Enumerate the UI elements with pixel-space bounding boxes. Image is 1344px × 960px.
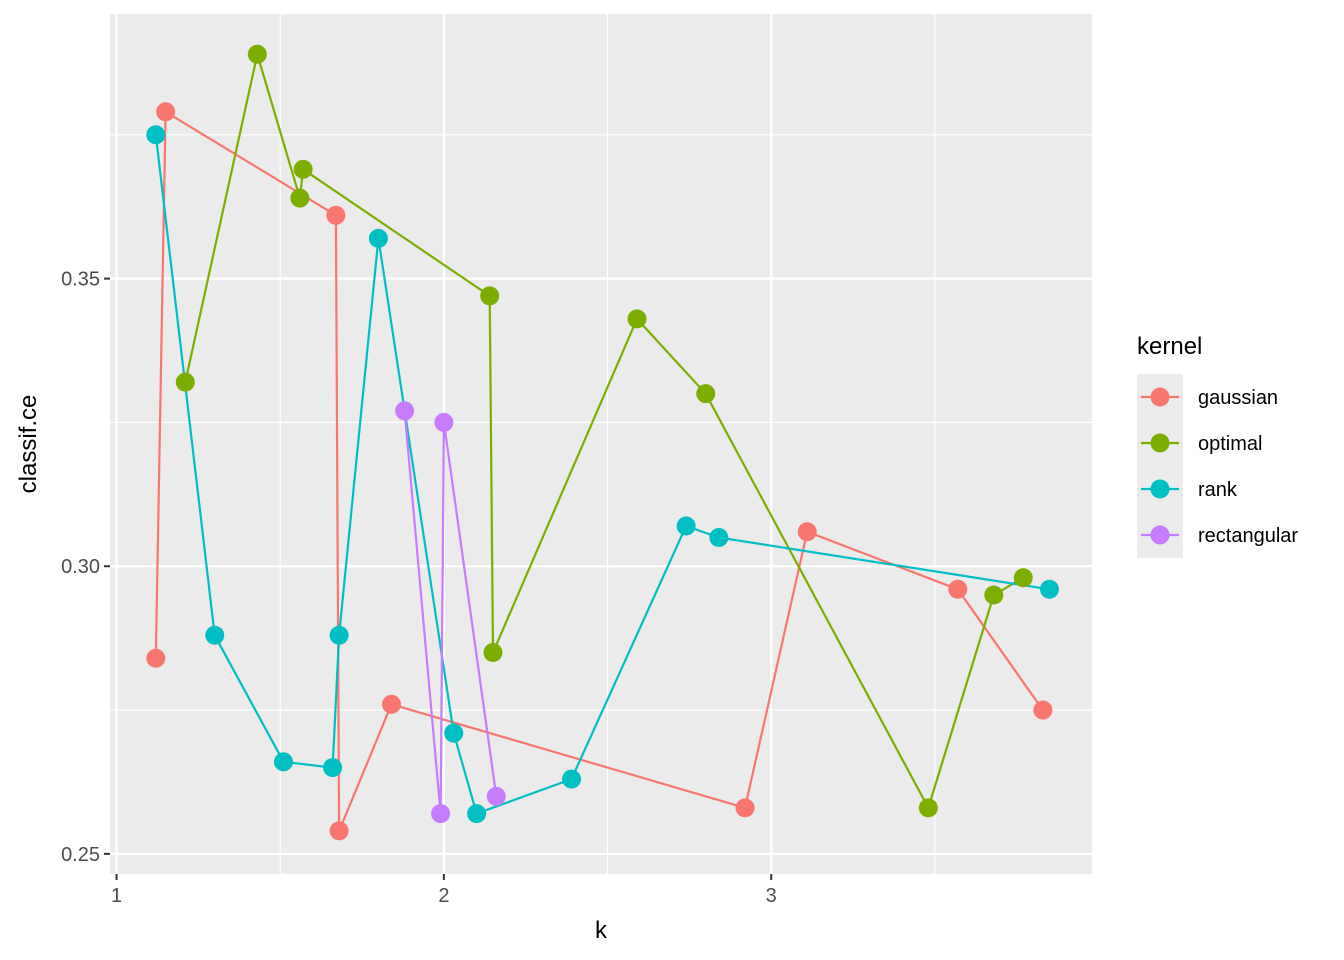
y-tick-label: 0.30	[61, 556, 100, 578]
x-tick-label: 1	[111, 885, 122, 907]
legend-label-gaussian: gaussian	[1198, 387, 1278, 409]
data-point-optimal	[480, 286, 500, 306]
data-point-optimal	[483, 643, 503, 663]
legend-title: kernel	[1137, 333, 1202, 360]
data-point-rectangular	[431, 804, 451, 824]
data-point-optimal	[247, 44, 267, 64]
data-point-rectangular	[486, 786, 506, 806]
panel-background	[110, 14, 1092, 874]
legend-keys: gaussian optimal rank rectangular	[1137, 374, 1298, 558]
data-point-rank	[323, 758, 343, 778]
data-point-optimal	[293, 159, 313, 179]
data-point-gaussian	[156, 102, 176, 122]
grid-major	[110, 14, 1092, 874]
legend-key-point	[1150, 433, 1170, 453]
data-point-optimal	[175, 372, 195, 392]
data-point-optimal	[918, 798, 938, 818]
y-axis: 0.25 0.30 0.35	[61, 269, 110, 866]
legend-key-point	[1150, 525, 1170, 545]
series-line-rectangular	[403, 410, 498, 815]
legend-key-point	[1150, 387, 1170, 407]
data-point-optimal	[290, 188, 310, 208]
grid-minor	[110, 14, 1092, 874]
data-point-rank	[709, 527, 729, 547]
data-point-rank	[273, 752, 293, 772]
data-point-rank	[146, 125, 166, 145]
data-point-gaussian	[329, 821, 349, 841]
y-tick-label: 0.25	[61, 844, 100, 866]
data-point-gaussian	[382, 694, 402, 714]
legend-label-optimal: optimal	[1198, 433, 1262, 455]
legend: kernel gaussian optimal rank rectangular	[1137, 333, 1298, 558]
data-point-gaussian	[797, 522, 817, 542]
data-point-optimal	[1013, 568, 1033, 588]
data-point-optimal	[627, 309, 647, 329]
data-point-rank	[1039, 579, 1059, 599]
data-point-optimal	[984, 585, 1004, 605]
legend-key-point	[1150, 479, 1170, 499]
legend-label-rectangular: rectangular	[1198, 525, 1298, 547]
x-tick-label: 2	[438, 885, 449, 907]
series-points	[146, 44, 1059, 841]
data-point-gaussian	[735, 798, 755, 818]
y-tick-label: 0.35	[61, 269, 100, 291]
data-point-gaussian	[326, 205, 346, 225]
data-point-gaussian	[948, 579, 968, 599]
data-point-rank	[467, 804, 487, 824]
data-point-rank	[444, 723, 464, 743]
legend-label-rank: rank	[1198, 479, 1238, 501]
data-point-rank	[676, 516, 696, 536]
data-point-optimal	[696, 384, 716, 404]
data-point-rank	[205, 625, 225, 645]
x-axis: 1 2 3	[111, 874, 777, 907]
data-point-rank	[562, 769, 582, 789]
data-point-rectangular	[434, 412, 454, 432]
x-axis-title: k	[595, 917, 608, 944]
data-point-gaussian	[146, 648, 166, 668]
data-point-rectangular	[395, 401, 415, 421]
data-point-gaussian	[1033, 700, 1053, 720]
data-point-rank	[329, 625, 349, 645]
x-tick-label: 3	[766, 885, 777, 907]
y-axis-title: classif.ce	[15, 395, 42, 494]
data-point-rank	[368, 228, 388, 248]
